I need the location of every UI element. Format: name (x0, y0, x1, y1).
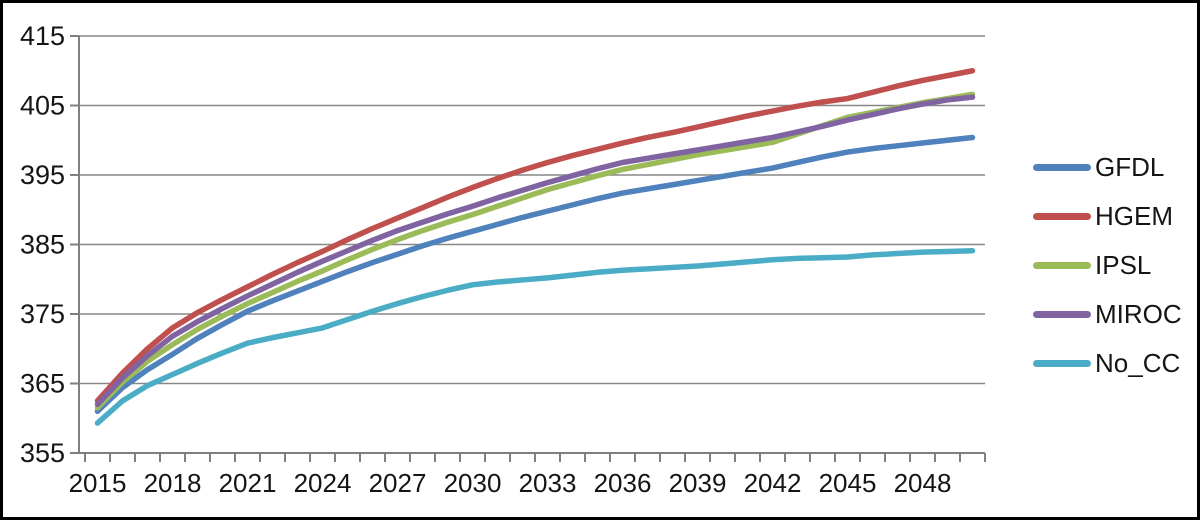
x-axis-tick-label: 2033 (519, 468, 577, 498)
legend-line-swatch (1033, 359, 1091, 367)
y-axis-tick-label: 355 (20, 438, 65, 468)
x-axis-tick-label: 2027 (369, 468, 427, 498)
x-axis-tick-label: 2036 (594, 468, 652, 498)
y-axis-tick-label: 385 (20, 230, 65, 260)
legend-label: MIROC (1095, 299, 1182, 329)
legend-item-miroc: MIROC (1033, 300, 1182, 328)
legend-line-swatch (1033, 212, 1091, 220)
x-axis-tick-label: 2018 (144, 468, 202, 498)
x-axis-tick-label: 2042 (744, 468, 802, 498)
plot-area: 355 365 375 385 395 405 415 2015 2018 2021 2024 202… (20, 21, 986, 498)
y-axis-tick-label: 415 (20, 21, 65, 51)
x-axis-tick-label: 2039 (669, 468, 727, 498)
x-axis-tick-label: 2030 (444, 468, 502, 498)
y-axis-tick-label: 365 (20, 369, 65, 399)
legend-item-no_cc: No_CC (1033, 349, 1182, 377)
x-axis-tick-label: 2015 (69, 468, 127, 498)
x-axis-tick-label: 2048 (894, 468, 952, 498)
legend-line-swatch (1033, 310, 1091, 318)
legend-item-hgem: HGEM (1033, 202, 1182, 230)
legend-label: GFDL (1095, 152, 1165, 182)
legend-item-gfdl: GFDL (1033, 153, 1182, 181)
y-axis-tick-label: 395 (20, 160, 65, 190)
series-line-miroc (94, 94, 976, 408)
x-axis-tick-label: 2045 (819, 468, 877, 498)
legend-label: HGEM (1095, 201, 1173, 231)
x-axis-tick-label: 2021 (219, 468, 277, 498)
series-line-ipsl (94, 91, 976, 411)
y-axis-tick-label: 405 (20, 91, 65, 121)
legend-label: IPSL (1095, 250, 1152, 280)
legend: GFDL HGEM IPSL MIROC No_CC (1033, 153, 1182, 398)
legend-line-swatch (1033, 261, 1091, 269)
legend-label: No_CC (1095, 348, 1181, 378)
series-line-hgem (94, 68, 976, 404)
y-axis-tick-label: 375 (20, 299, 65, 329)
series-line-no_cc (94, 248, 976, 426)
legend-line-swatch (1033, 163, 1091, 171)
series-line-gfdl (94, 134, 976, 415)
legend-item-ipsl: IPSL (1033, 251, 1182, 279)
x-axis-tick-label: 2024 (294, 468, 352, 498)
